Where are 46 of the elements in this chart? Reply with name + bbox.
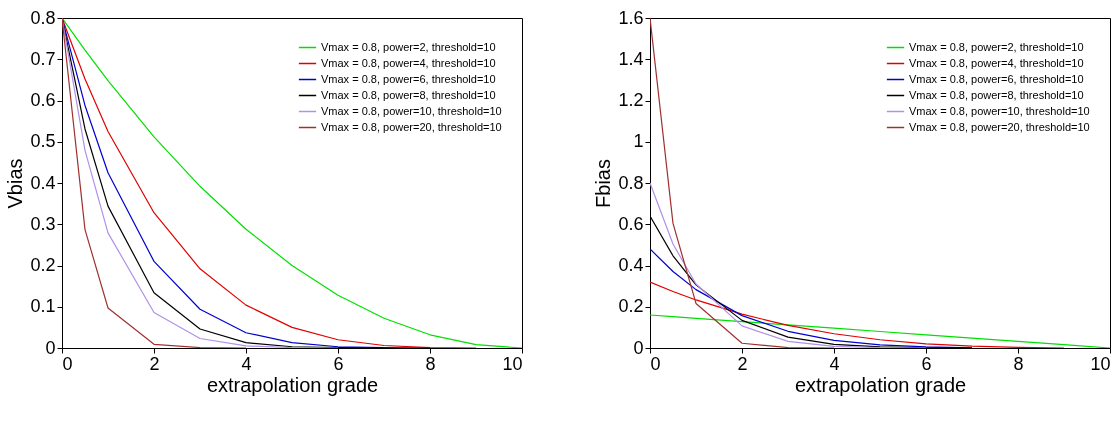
y-axis-title: Vbias	[4, 158, 27, 209]
y-tick-label: 0.4	[618, 255, 644, 275]
y-tick-label: 0	[633, 337, 644, 358]
y-tick-label: 0.8	[618, 172, 644, 193]
legend-label: Vmax = 0.8, power=10, threshold=10	[909, 104, 1090, 117]
legend-label: Vmax = 0.8, power=2, threshold=10	[321, 40, 496, 53]
y-axis-title: Fbias	[592, 159, 615, 208]
y-tick-label: 0.6	[618, 213, 644, 234]
y-tick-label: 0.6	[30, 90, 56, 110]
legend-label: Vmax = 0.8, power=10, threshold=10	[321, 104, 502, 117]
x-tick-label: 4	[241, 353, 252, 374]
x-axis-title: extrapolation grade	[794, 373, 967, 396]
legend-label: Vmax = 0.8, power=8, threshold=10	[909, 88, 1084, 101]
x-tick-label: 6	[921, 353, 932, 374]
y-tick-label: 0	[45, 337, 56, 358]
y-tick-label: 0.8	[30, 7, 56, 28]
x-tick-label: 10	[1090, 353, 1111, 374]
legend-label: Vmax = 0.8, power=4, threshold=10	[321, 56, 496, 69]
x-tick-label: 0	[62, 353, 73, 374]
x-tick-label: 8	[1013, 353, 1024, 374]
y-tick-label: 0.2	[618, 296, 644, 317]
legend-label: Vmax = 0.8, power=6, threshold=10	[321, 72, 496, 85]
x-axis-title: extrapolation grade	[206, 373, 379, 396]
x-tick-label: 0	[650, 353, 661, 374]
y-tick-label: 0.3	[30, 213, 56, 234]
legend-label: Vmax = 0.8, power=20, threshold=10	[909, 120, 1090, 133]
y-tick-label: 1.6	[618, 7, 644, 28]
legend-label: Vmax = 0.8, power=20, threshold=10	[321, 120, 502, 133]
x-tick-label: 10	[502, 353, 523, 374]
x-tick-label: 8	[425, 353, 436, 374]
y-tick-label: 1.4	[618, 48, 644, 69]
legend-label: Vmax = 0.8, power=6, threshold=10	[909, 72, 1084, 85]
y-tick-label: 1	[633, 131, 644, 152]
y-tick-label: 0.2	[30, 255, 56, 275]
y-tick-label: 1.2	[618, 90, 644, 110]
legend-label: Vmax = 0.8, power=4, threshold=10	[909, 56, 1084, 69]
y-tick-label: 0.5	[30, 131, 56, 152]
y-tick-label: 0.7	[30, 48, 56, 69]
legend-label: Vmax = 0.8, power=8, threshold=10	[321, 88, 496, 101]
y-tick-label: 0.1	[30, 296, 56, 317]
x-tick-label: 2	[149, 353, 160, 374]
legend-label: Vmax = 0.8, power=2, threshold=10	[909, 40, 1084, 53]
x-tick-label: 2	[737, 353, 748, 374]
x-tick-label: 4	[829, 353, 840, 374]
y-tick-label: 0.4	[30, 172, 56, 193]
x-tick-label: 6	[333, 353, 344, 374]
